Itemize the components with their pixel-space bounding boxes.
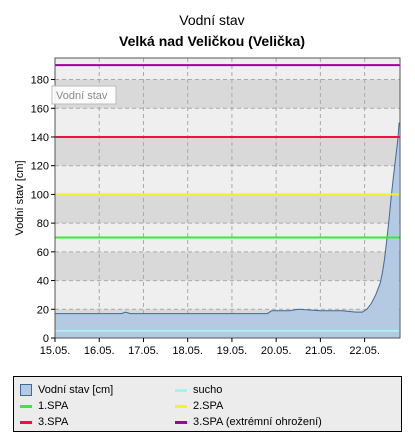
plot-label-box: [51, 85, 117, 105]
legend-item-2-spa: 2.SPA: [175, 399, 223, 413]
x-tick-label: 16.05.: [84, 345, 115, 357]
grid-band: [55, 108, 400, 137]
plot-label: Vodní stav: [56, 90, 108, 102]
legend-label: 3.SPA (extrémní ohrožení): [193, 416, 322, 428]
y-tick-label: 60: [37, 247, 49, 259]
legend-swatch: [20, 384, 32, 396]
legend-item-3-spa-extr-mn-ohro-en-: 3.SPA (extrémní ohrožení): [175, 415, 322, 429]
y-tick-label: 180: [31, 75, 49, 87]
grid-band: [55, 58, 400, 80]
grid-band: [55, 194, 400, 224]
legend-swatch: [175, 420, 187, 424]
legend-label: Vodní stav [cm]: [38, 384, 114, 396]
x-tick-label: 19.05.: [217, 345, 248, 357]
legend-label: 1.SPA: [38, 400, 69, 412]
grid-band: [55, 251, 400, 281]
legend-label: sucho: [193, 384, 223, 396]
legend-swatch: [20, 404, 32, 408]
legend-item-1-spa: 1.SPA: [20, 399, 68, 413]
legend-label: 3.SPA: [38, 416, 69, 428]
legend-swatch: [20, 420, 32, 424]
grid-band: [55, 136, 400, 166]
y-tick-label: 100: [31, 189, 49, 201]
x-tick-label: 17.05.: [128, 345, 159, 357]
legend-label: 2.SPA: [193, 400, 224, 412]
legend-item-sucho: sucho: [175, 383, 222, 397]
y-tick-label: 40: [37, 276, 49, 288]
legend: Vodní stav [cm] sucho 1.SPA 2.SPA 3.SPA 3.SPA…: [13, 376, 402, 432]
x-tick-label: 22.05.: [349, 345, 380, 357]
y-tick-label: 120: [31, 161, 49, 173]
chart-title: Vodní stav: [179, 12, 244, 28]
y-tick-label: 0: [43, 333, 49, 345]
grid-band: [55, 280, 400, 310]
y-tick-label: 160: [31, 103, 49, 115]
plot-border: [54, 57, 401, 339]
series-area-water-level: [55, 122, 400, 338]
y-axis-label: Vodní stav [cm]: [14, 160, 26, 235]
x-tick-label: 21.05.: [305, 345, 336, 357]
legend-item-3-spa: 3.SPA: [20, 415, 68, 429]
y-tick-label: 20: [37, 304, 49, 316]
legend-item-vodn-stav-cm-: Vodní stav [cm]: [20, 383, 113, 397]
legend-swatch: [175, 388, 187, 392]
plot-area: 0 20 40 60 80 100 120 140 160 180 15.05. 16.05. 17.0…: [31, 57, 401, 357]
x-tick-label: 20.05.: [261, 345, 292, 357]
water-level-chart: Vodní stav Velká nad Veličkou (Velička) …: [14, 12, 401, 357]
x-tick-label: 15.05.: [40, 345, 71, 357]
chart-subtitle: Velká nad Veličkou (Velička): [119, 33, 305, 49]
legend-swatch: [175, 404, 187, 408]
y-tick-label: 140: [31, 132, 49, 144]
y-tick-label: 80: [37, 218, 49, 230]
x-tick-label: 18.05.: [172, 345, 203, 357]
grid-band: [55, 165, 400, 195]
